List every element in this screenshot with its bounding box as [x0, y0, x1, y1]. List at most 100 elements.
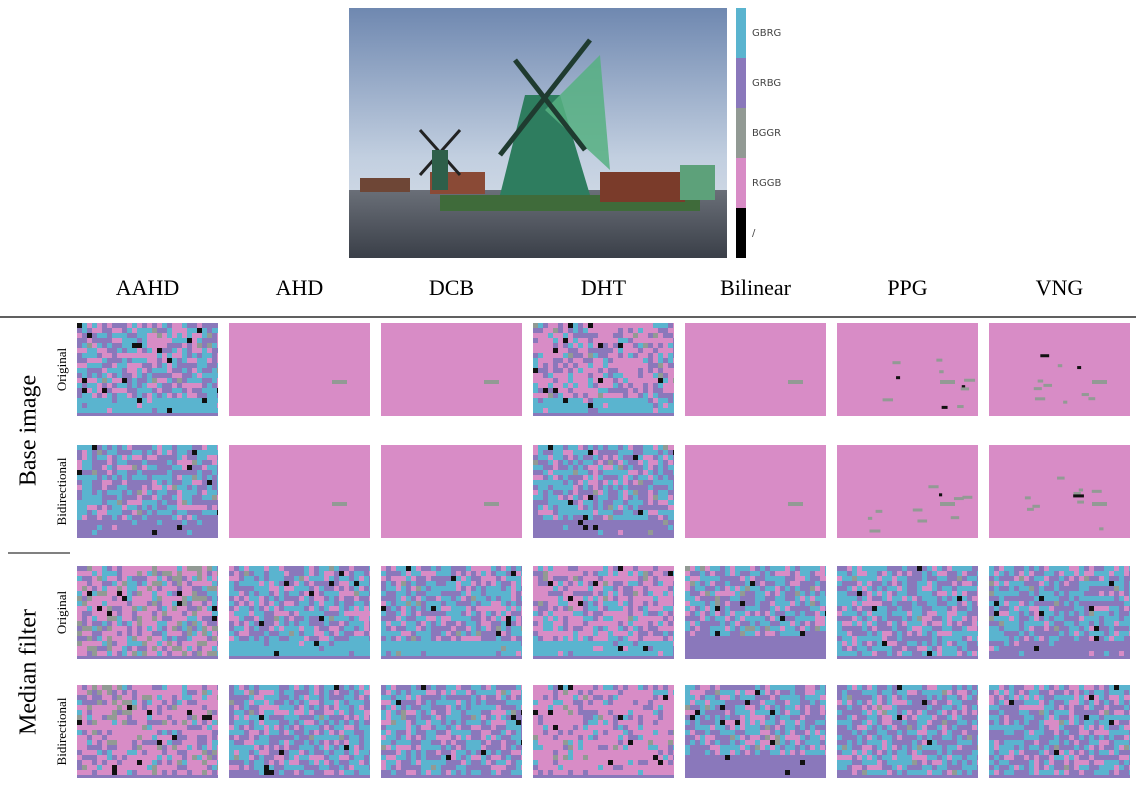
map-pixel: [506, 566, 511, 571]
map-pixel: [673, 515, 674, 520]
map-pixel: [795, 631, 800, 636]
map-pixel: [638, 338, 643, 343]
map-pixel: [1074, 566, 1079, 571]
map-pixel: [162, 358, 167, 363]
map-pixel: [274, 720, 279, 725]
map-pixel: [1119, 651, 1124, 656]
map-pixel: [882, 606, 887, 611]
map-pixel: [668, 378, 673, 383]
map-pixel: [102, 333, 107, 338]
map-pixel: [852, 611, 857, 616]
map-pixel: [122, 720, 127, 725]
map-pixel: [77, 378, 82, 383]
map-pixel: [932, 571, 937, 576]
map-pixel: [588, 480, 593, 485]
map-pixel: [177, 398, 182, 403]
map-pixel: [259, 755, 264, 760]
map-pixel: [638, 403, 643, 408]
map-pixel: [97, 378, 102, 383]
map-pixel: [309, 735, 314, 740]
map-pixel: [957, 611, 962, 616]
map-pixel: [122, 631, 127, 636]
map-pixel: [309, 710, 314, 715]
map-pixel: [97, 720, 102, 725]
map-pixel: [548, 480, 553, 485]
map-pixel: [668, 485, 673, 490]
map-pixel: [401, 725, 406, 730]
map-pixel: [401, 695, 406, 700]
map-pixel: [112, 586, 117, 591]
map-pixel: [202, 388, 207, 393]
map-pixel: [516, 750, 521, 755]
map-pixel: [142, 383, 147, 388]
map-pixel: [887, 571, 892, 576]
map-pixel: [274, 705, 279, 710]
map-pixel: [182, 616, 187, 621]
map-pixel: [117, 720, 122, 725]
map-pixel: [648, 460, 653, 465]
map-pixel: [648, 495, 653, 500]
map-pixel: [406, 626, 411, 631]
map-pixel: [1014, 591, 1019, 596]
map-pixel: [648, 616, 653, 621]
map-pixel: [102, 641, 107, 646]
map-pixel: [451, 710, 456, 715]
map-pixel: [239, 745, 244, 750]
map-pixel: [244, 750, 249, 755]
map-pixel: [837, 576, 842, 581]
map-pixel: [182, 348, 187, 353]
map-pixel: [202, 611, 207, 616]
map-pixel: [578, 510, 583, 515]
map-pixel: [486, 730, 491, 735]
map-pixel: [1054, 626, 1059, 631]
map-pixel: [187, 730, 192, 735]
map-pixel: [989, 591, 994, 596]
map-pixel: [279, 760, 284, 765]
map-pixel: [244, 611, 249, 616]
map-pixel: [770, 631, 775, 636]
map-pixel: [643, 455, 648, 460]
map-pixel: [663, 398, 668, 403]
map-pixel: [700, 566, 705, 571]
map-pixel: [892, 581, 897, 586]
map-pixel: [117, 730, 122, 735]
map-pixel: [269, 720, 274, 725]
map-pixel: [613, 393, 618, 398]
map-pixel: [623, 480, 628, 485]
map-pixel: [127, 403, 132, 408]
map-pixel: [501, 596, 506, 601]
map-pixel: [628, 685, 633, 690]
map-pixel: [142, 641, 147, 646]
map-pixel: [673, 510, 674, 515]
map-pixel: [598, 378, 603, 383]
map-pixel: [1124, 631, 1129, 636]
map-pixel: [710, 626, 715, 631]
map-pixel: [117, 383, 122, 388]
map-pixel: [391, 770, 396, 775]
map-pixel: [264, 606, 269, 611]
map-pixel: [491, 646, 496, 651]
map-pixel: [249, 581, 254, 586]
map-pixel: [92, 720, 97, 725]
map-pixel: [548, 685, 553, 690]
map-pixel: [202, 646, 207, 651]
map-pixel: [254, 740, 259, 745]
map-pixel: [274, 586, 279, 591]
map-pixel: [97, 750, 102, 755]
map-pixel: [229, 755, 234, 760]
map-pixel: [207, 626, 212, 631]
map-pixel: [533, 358, 538, 363]
map-pixel: [319, 566, 324, 571]
map-pixel: [391, 606, 396, 611]
map-pixel: [411, 601, 416, 606]
map-pixel: [229, 765, 234, 770]
map-pixel: [451, 611, 456, 616]
map-pixel: [730, 586, 735, 591]
map-pixel: [421, 586, 426, 591]
map-pixel: [182, 398, 187, 403]
map-pixel: [780, 606, 785, 611]
map-pixel: [638, 510, 643, 515]
map-pixel: [451, 700, 456, 705]
map-pixel: [157, 740, 162, 745]
map-pixel: [197, 576, 202, 581]
